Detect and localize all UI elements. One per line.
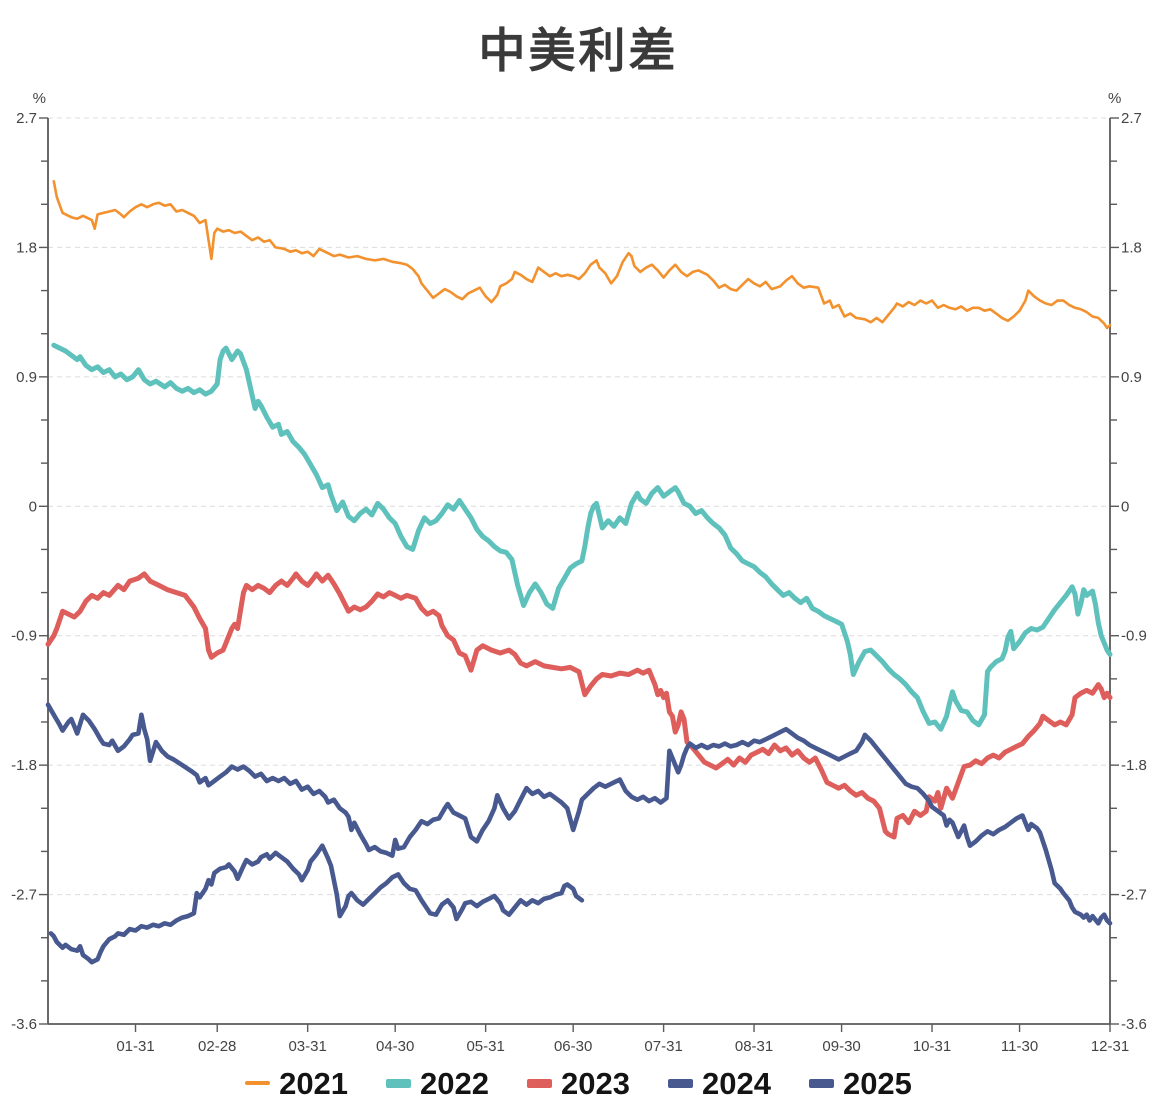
- legend-item-2023[interactable]: 2023: [527, 1068, 630, 1099]
- x-axis-label: 04-30: [376, 1038, 414, 1055]
- legend-item-2022[interactable]: 2022: [386, 1068, 489, 1099]
- series-line-2021: [52, 180, 1112, 330]
- legend-label-2025: 2025: [842, 1065, 912, 1101]
- y-axis-label-right: -2.7: [1121, 887, 1147, 904]
- legend-label-2023: 2023: [561, 1065, 630, 1101]
- x-axis-label: 07-31: [644, 1038, 682, 1055]
- x-axis-label: 09-30: [822, 1038, 860, 1055]
- y-axis-label-left: -1.8: [11, 757, 37, 774]
- series-line-2023: [45, 571, 1113, 840]
- y-axis-label-right: 2.7: [1121, 110, 1142, 127]
- y-axis-label-left: -3.6: [11, 1016, 37, 1033]
- y-axis-label-left: 0.9: [16, 369, 37, 386]
- series-line-2022: [51, 342, 1113, 732]
- legend-item-2024[interactable]: 2024: [667, 1065, 771, 1101]
- legend-marker-2025: [808, 1078, 834, 1088]
- legend-label-2024: 2024: [701, 1065, 771, 1101]
- x-axis-label: 02-28: [198, 1038, 236, 1055]
- x-axis-label: 01-31: [116, 1038, 154, 1055]
- x-axis-label: 12-31: [1091, 1038, 1129, 1055]
- x-axis-label: 06-30: [554, 1038, 592, 1055]
- series-line-2024: [45, 702, 1113, 926]
- y-axis-label-right: 0: [1121, 498, 1129, 515]
- legend-marker-2022: [386, 1078, 412, 1088]
- y-axis-label-left: -0.9: [11, 628, 37, 645]
- y-axis-label-right: -1.8: [1121, 757, 1147, 774]
- legend-label-2022: 2022: [420, 1065, 490, 1101]
- legend-label-2021: 2021: [279, 1065, 349, 1101]
- y-axis-label-left: -2.7: [11, 887, 37, 904]
- y-axis-label-left: 1.8: [16, 239, 37, 256]
- x-axis-label: 08-31: [735, 1038, 773, 1055]
- legend-marker-2021: [245, 1081, 271, 1085]
- legend-item-2021[interactable]: 2021: [245, 1068, 348, 1099]
- legend-item-2025[interactable]: 2025: [808, 1065, 912, 1101]
- series-line-2025: [48, 843, 585, 965]
- x-axis-label: 03-31: [288, 1038, 326, 1055]
- chart-legend: 2021 2022 2023 2024 2025: [0, 1060, 1157, 1106]
- y-axis-label-left: 0: [29, 498, 37, 515]
- legend-marker-2024: [667, 1078, 693, 1088]
- y-axis-unit-right: %: [1108, 90, 1121, 107]
- x-axis-label: 11-30: [1001, 1038, 1038, 1055]
- y-axis-label-right: -0.9: [1121, 628, 1147, 645]
- y-axis-label-right: 0.9: [1121, 369, 1142, 386]
- x-axis-label: 05-31: [466, 1038, 504, 1055]
- y-axis-label-right: -3.6: [1121, 1016, 1147, 1033]
- y-axis-label-left: 2.7: [16, 110, 37, 127]
- x-axis-label: 10-31: [913, 1038, 951, 1055]
- y-axis-unit-left: %: [33, 90, 46, 107]
- chart-title: 中美利差: [478, 24, 679, 77]
- legend-marker-2023: [527, 1078, 553, 1088]
- y-axis-label-right: 1.8: [1121, 239, 1142, 256]
